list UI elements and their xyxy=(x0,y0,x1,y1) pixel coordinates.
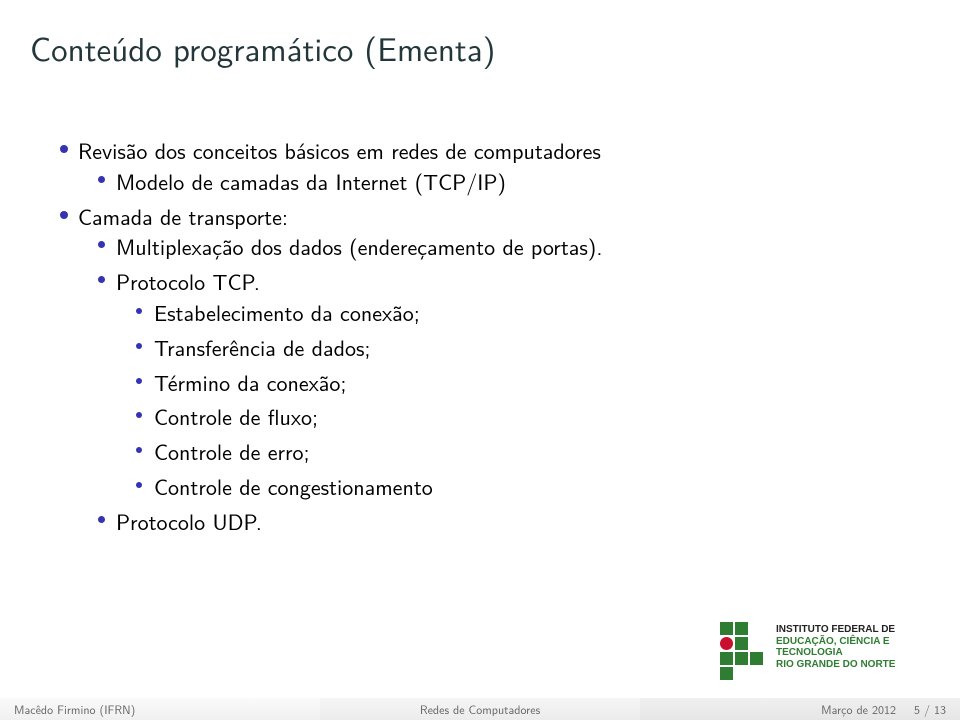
list-item-text: Término da conexão; xyxy=(154,366,347,398)
list-item-text: Controle de fluxo; xyxy=(154,400,318,432)
list-item-text: Protocolo UDP. xyxy=(116,505,262,537)
logo-square-icon xyxy=(720,667,733,680)
list-item-text: Multiplexação dos dados (endereçamento d… xyxy=(116,230,602,262)
list-item: Controle de congestionamento xyxy=(154,471,900,502)
footer: Macêdo Firmino (IFRN) Redes de Computado… xyxy=(0,698,960,720)
list-item: Camada de transporte: Multiplexação dos … xyxy=(78,201,900,537)
bullet-icon xyxy=(60,211,68,219)
list-item: Transferência de dados; xyxy=(154,332,900,363)
logo-line-1: INSTITUTO FEDERAL DE xyxy=(776,624,930,636)
list-item: Controle de erro; xyxy=(154,436,900,467)
bullet-icon xyxy=(136,412,142,418)
institution-logo: INSTITUTO FEDERAL DE EDUCAÇÃO, CIÊNCIA E… xyxy=(720,614,930,686)
bullet-icon xyxy=(136,343,142,349)
list-item-text: Controle de erro; xyxy=(154,435,310,467)
bullet-icon xyxy=(136,378,142,384)
slide-title: Conteúdo programático (Ementa) xyxy=(30,24,496,72)
logo-square-icon xyxy=(735,637,748,650)
footer-date: Março de 2012 xyxy=(821,700,896,718)
bullet-icon xyxy=(60,145,68,153)
list-item: Estabelecimento da conexão; xyxy=(154,297,900,328)
logo-square-icon xyxy=(720,637,733,650)
list-item-text: Camada de transporte: xyxy=(78,200,288,232)
footer-left-text: Macêdo Firmino (IFRN) xyxy=(14,700,135,718)
content-area: Revisão dos conceitos básicos em redes d… xyxy=(60,135,900,541)
list-level-2: Multiplexação dos dados (endereçamento d… xyxy=(78,231,900,536)
list-level-2: Modelo de camadas da Internet (TCP/IP) xyxy=(78,166,900,197)
logo-squares-icon xyxy=(720,622,768,670)
list-item-text: Protocolo TCP. xyxy=(116,265,260,297)
logo-square-icon xyxy=(750,652,763,665)
list-item: Término da conexão; xyxy=(154,367,900,398)
logo-square-icon xyxy=(720,622,733,635)
bullet-icon xyxy=(98,276,105,283)
logo-square-icon xyxy=(735,622,748,635)
list-item: Controle de fluxo; xyxy=(154,401,900,432)
list-item-text: Modelo de camadas da Internet (TCP/IP) xyxy=(116,165,506,197)
logo-line-2: EDUCAÇÃO, CIÊNCIA E TECNOLOGIA xyxy=(776,636,930,659)
bullet-icon xyxy=(136,308,142,314)
footer-meta: Março de 2012 5 / 13 xyxy=(640,698,960,720)
list-item-text: Controle de congestionamento xyxy=(154,470,433,502)
bullet-icon xyxy=(136,482,142,488)
list-item: Modelo de camadas da Internet (TCP/IP) xyxy=(116,166,900,197)
list-item: Protocolo TCP. Estabelecimento da conexã… xyxy=(116,266,900,502)
footer-title: Redes de Computadores xyxy=(320,698,640,720)
list-item-text: Transferência de dados; xyxy=(154,331,371,363)
footer-page: 5 / 13 xyxy=(914,700,946,718)
bullet-icon xyxy=(98,176,105,183)
bullet-icon xyxy=(98,241,105,248)
footer-author: Macêdo Firmino (IFRN) xyxy=(0,698,320,720)
list-level-1: Revisão dos conceitos básicos em redes d… xyxy=(60,135,900,537)
list-item: Protocolo UDP. xyxy=(116,506,900,537)
slide: Conteúdo programático (Ementa) Revisão d… xyxy=(0,0,960,720)
bullet-icon xyxy=(98,516,105,523)
list-level-3: Estabelecimento da conexão; Transferênci… xyxy=(116,297,900,502)
list-item-text: Revisão dos conceitos básicos em redes d… xyxy=(78,134,601,166)
logo-square-icon xyxy=(735,652,748,665)
list-item: Multiplexação dos dados (endereçamento d… xyxy=(116,231,900,262)
logo-line-3: RIO GRANDE DO NORTE xyxy=(776,659,930,671)
logo-square-icon xyxy=(720,652,733,665)
bullet-icon xyxy=(136,447,142,453)
footer-middle-text: Redes de Computadores xyxy=(420,700,540,718)
logo-text: INSTITUTO FEDERAL DE EDUCAÇÃO, CIÊNCIA E… xyxy=(776,624,930,670)
list-item: Revisão dos conceitos básicos em redes d… xyxy=(78,135,900,197)
list-item-text: Estabelecimento da conexão; xyxy=(154,296,420,328)
